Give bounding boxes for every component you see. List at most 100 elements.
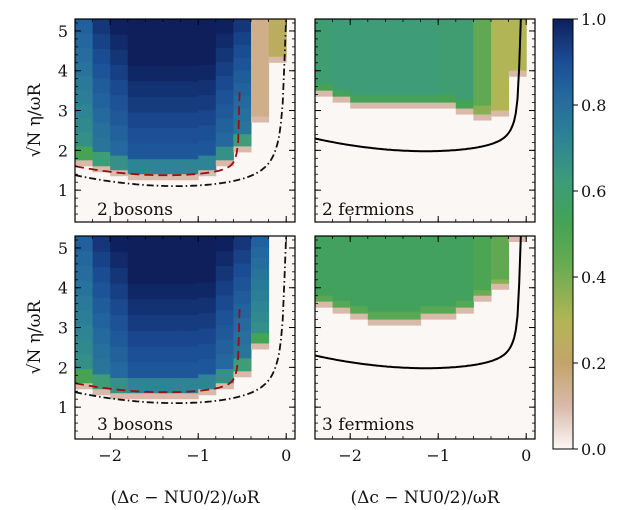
heatmap-cell: [198, 343, 217, 360]
heatmap-cell: [145, 34, 164, 51]
heatmap-edge-cell: [332, 307, 351, 314]
colorbar-gradient: [552, 18, 574, 450]
heatmap-cell: [163, 346, 182, 363]
heatmap-cell: [491, 236, 510, 242]
heatmap-cell: [491, 92, 510, 102]
heatmap-cell: [110, 109, 129, 126]
heatmap-edge-cell: [233, 371, 252, 378]
heatmap-cell: [251, 236, 270, 248]
heatmap-cell: [92, 136, 111, 153]
heatmap-cell: [420, 69, 439, 79]
heatmap-cell: [508, 44, 527, 51]
heatmap-cell: [367, 85, 386, 95]
heatmap-cell: [127, 346, 146, 363]
heatmap-edge-cell: [332, 96, 351, 103]
heatmap-cell: [438, 282, 457, 291]
heatmap-cell: [251, 106, 270, 118]
y-tick-label: 2: [58, 358, 68, 377]
heatmap-cell: [367, 244, 386, 254]
heatmap-cell: [403, 69, 422, 79]
heatmap-cell: [180, 158, 199, 175]
heatmap-cell: [508, 55, 527, 61]
heatmap-cell: [332, 34, 351, 43]
heatmap-cell: [163, 81, 182, 98]
heatmap-cell: [198, 19, 217, 35]
heatmap-cell: [163, 34, 182, 51]
heatmap-cell: [127, 50, 146, 67]
heatmap-cell: [215, 236, 234, 252]
panel-3: 1 2 3 4 5 −2 −1 0: [58, 235, 296, 465]
heatmap-cell: [420, 259, 439, 268]
heatmap-cell: [438, 290, 457, 299]
heatmap-cell: [233, 357, 252, 372]
heatmap-cell: [350, 52, 369, 62]
heatmap-cell: [455, 36, 474, 47]
panel-label-3-fermions: 3 fermions: [322, 415, 414, 435]
heatmap-cell: [215, 339, 234, 355]
panel-frame: [314, 18, 536, 223]
heatmap-cell: [385, 294, 404, 304]
heatmap-cell: [455, 236, 474, 244]
heatmap-cell: [110, 236, 129, 253]
heatmap-cell: [367, 69, 386, 79]
heatmap-cell: [127, 236, 146, 253]
x-tick-label: 0: [521, 446, 531, 465]
heatmap-cells: [75, 19, 287, 181]
heatmap-edge-cell: [251, 116, 270, 123]
heatmap-cell: [92, 151, 111, 167]
heatmap-cell: [75, 103, 94, 119]
heatmap-cell: [420, 282, 439, 291]
colorbar-tick-label: 0.6: [581, 182, 606, 201]
heatmap-cell: [367, 236, 386, 245]
heatmap-cell: [110, 298, 129, 316]
heatmap-cell: [233, 95, 252, 109]
heatmap-cell: [403, 252, 422, 262]
heatmap-cell: [75, 19, 94, 34]
heatmap-cell: [180, 361, 199, 379]
heatmap-cell: [92, 33, 111, 49]
heatmap-cell: [491, 37, 510, 47]
heatmap-cell: [215, 75, 234, 91]
heatmap-cell: [92, 48, 111, 64]
heatmap-cell: [403, 311, 422, 321]
heatmap-cell: [163, 267, 182, 284]
heatmap-cell: [350, 298, 369, 307]
heatmap-cell: [251, 19, 270, 30]
heatmap-cell: [350, 44, 369, 53]
heatmap-cell: [145, 346, 164, 363]
heatmap-cell: [491, 245, 510, 251]
heatmap-edge-cell: [268, 56, 287, 63]
heatmap-cell: [473, 247, 492, 255]
heatmap-cell: [233, 69, 252, 84]
heatmap-cell: [198, 140, 217, 156]
heatmap-cell: [332, 293, 351, 301]
heatmap-cell: [385, 52, 404, 62]
heatmap-cell: [233, 330, 252, 345]
heatmap-cell: [508, 65, 527, 72]
heatmap-cell: [145, 81, 164, 98]
heatmap-edge-cell: [92, 389, 111, 396]
heatmap-cell: [332, 81, 351, 90]
heatmap-cell: [508, 39, 527, 46]
heatmap-cell: [350, 259, 369, 268]
heatmap-cell: [75, 324, 94, 340]
heatmap-cell: [198, 155, 217, 171]
heatmap-cell: [332, 243, 351, 251]
heatmap-cell: [403, 286, 422, 296]
heatmap-cell: [215, 353, 234, 370]
heatmap-cell: [110, 330, 129, 347]
heatmap-cell: [110, 346, 129, 363]
heatmap-cell: [420, 44, 439, 53]
heatmap-cell: [350, 290, 369, 299]
heatmap-cell: [75, 250, 94, 266]
heatmap-cell: [198, 297, 217, 314]
heatmap-cell: [233, 344, 252, 359]
heatmap-edge-cell: [420, 102, 439, 109]
heatmap-edge-cell: [92, 166, 111, 173]
heatmap-edge-cell: [385, 102, 404, 109]
heatmap-cell: [403, 19, 422, 28]
heatmap-cell: [315, 69, 334, 77]
heatmap-cell: [367, 311, 386, 321]
heatmap-cell: [385, 77, 404, 87]
heatmap-cell: [403, 27, 422, 37]
